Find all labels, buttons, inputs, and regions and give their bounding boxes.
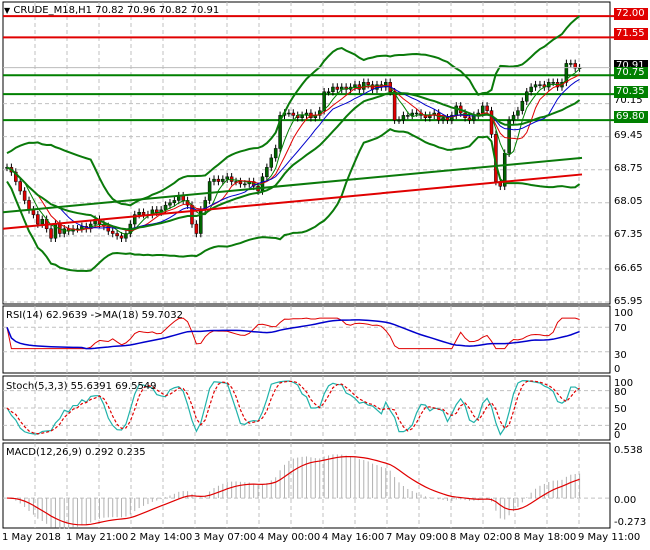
level-label-72-00: 72.00 (614, 8, 648, 20)
price-tick: 68.05 (614, 196, 643, 207)
stoch-tick: 50 (614, 404, 627, 415)
time-tick: 7 May 09:00 (386, 532, 449, 543)
level-label-69-80: 69.80 (614, 111, 648, 123)
time-tick: 1 May 2018 (2, 532, 61, 543)
macd-title: MACD(12,26,9) 0.292 0.235 (6, 447, 146, 458)
stoch-tick: 0 (614, 430, 621, 441)
time-tick: 1 May 21:00 (66, 532, 129, 543)
time-tick: 8 May 18:00 (514, 532, 577, 543)
stoch-tick: 80 (614, 387, 627, 398)
rsi-tick: 70 (614, 323, 627, 334)
stoch-tick: 20 (614, 422, 627, 433)
price-tick: 68.75 (614, 163, 643, 174)
time-tick: 3 May 07:00 (194, 532, 257, 543)
rsi-tick: 30 (614, 350, 627, 361)
time-tick: 2 May 14:00 (130, 532, 193, 543)
price-tick: 65.95 (614, 296, 643, 307)
price-tick: 70.15 (614, 95, 643, 106)
macd-tick: 0.538 (614, 445, 643, 456)
time-tick: 4 May 16:00 (322, 532, 385, 543)
rsi-title: RSI(14) 62.9639 ->MA(18) 59.7032 (6, 310, 183, 321)
level-label-71-55: 71.55 (614, 28, 648, 40)
macd-tick: 0.00 (614, 495, 637, 506)
rsi-tick: 0 (614, 364, 621, 375)
time-tick: 4 May 00:00 (258, 532, 321, 543)
symbol-header[interactable]: ▼ CRUDE_M18,H1 70.82 70.96 70.82 70.91 (4, 5, 219, 17)
price-tick: 69.45 (614, 130, 643, 141)
time-tick: 9 May 11:00 (578, 532, 641, 543)
rsi-tick: 100 (614, 308, 634, 319)
symbol-ohlc-label: CRUDE_M18,H1 70.82 70.96 70.82 70.91 (13, 5, 220, 16)
price-tick: 66.65 (614, 263, 643, 274)
price-tick: 67.35 (614, 229, 643, 240)
level-label-70-75: 70.75 (614, 67, 648, 79)
stoch-tick: 100 (614, 378, 634, 389)
macd-tick: -0.273 (614, 517, 647, 528)
level-label-70-35: 70.35 (614, 86, 648, 98)
time-tick: 8 May 02:00 (450, 532, 513, 543)
stoch-title: Stoch(5,3,3) 55.6391 69.5549 (6, 381, 157, 392)
triangle-down-icon[interactable]: ▼ (4, 6, 11, 15)
